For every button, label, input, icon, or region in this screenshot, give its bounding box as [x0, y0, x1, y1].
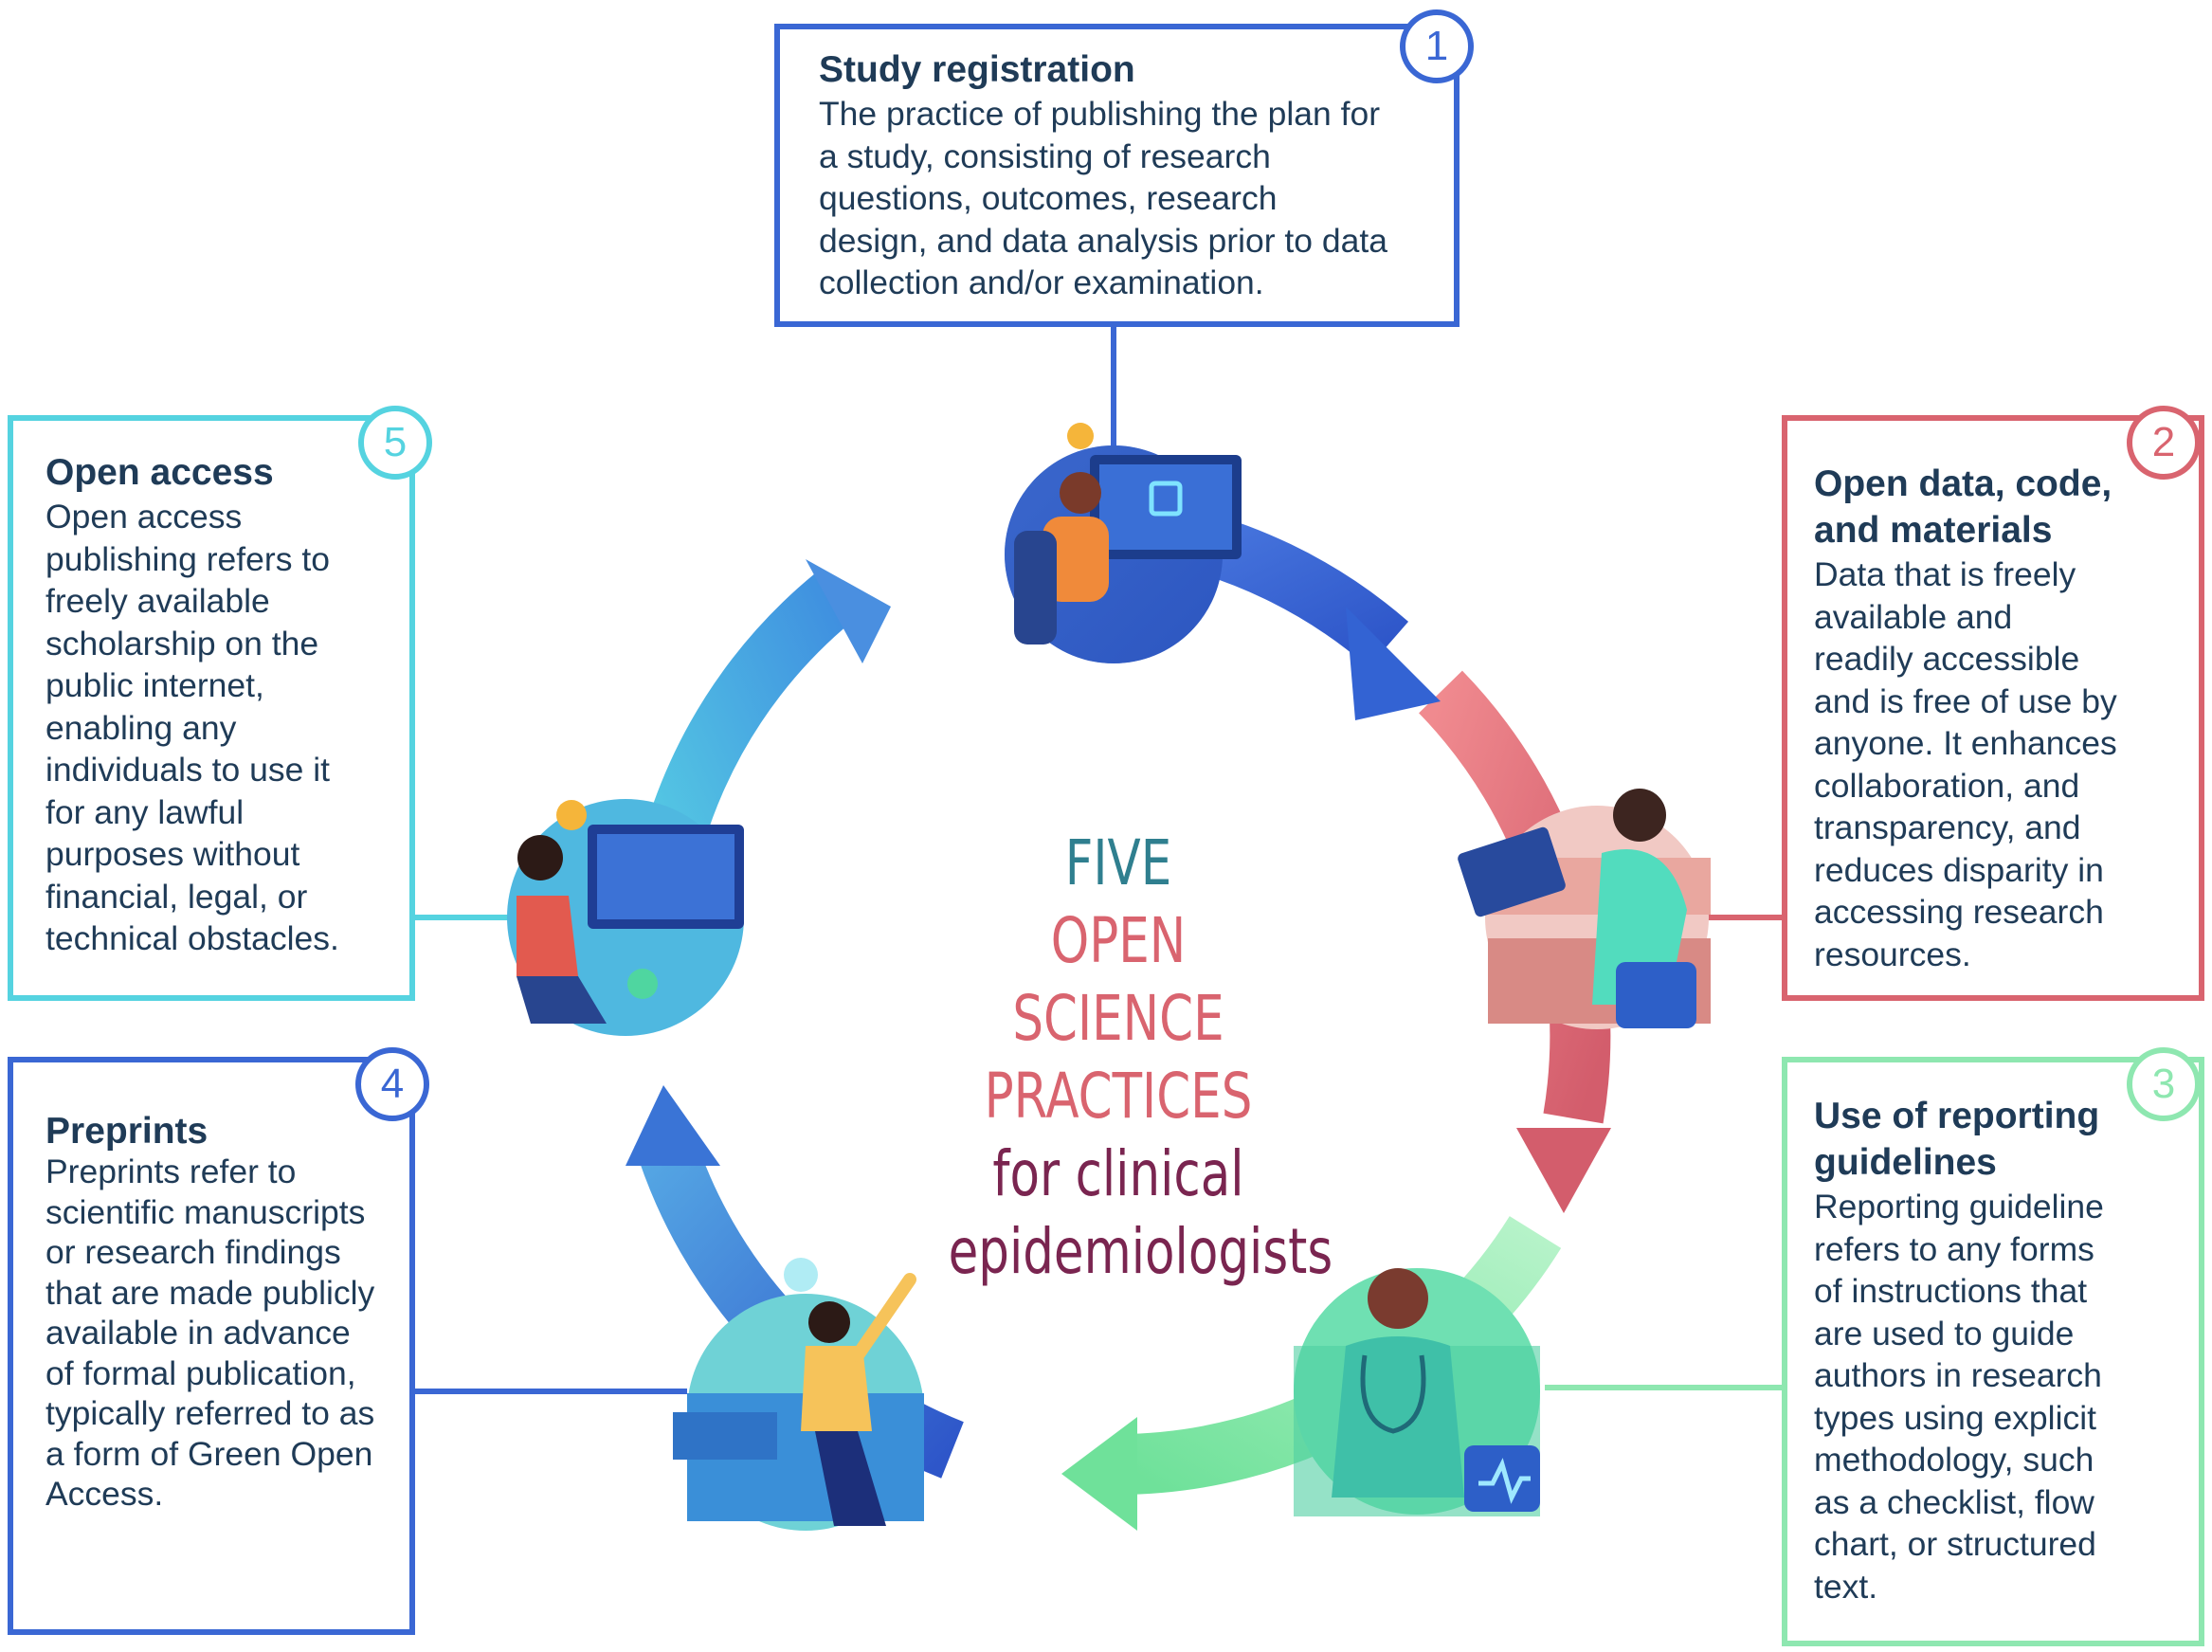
- arrowhead-3-to-4: [1061, 1417, 1137, 1531]
- practice-description-line: anyone. It enhances: [1814, 724, 2117, 762]
- practice-title-line: guidelines: [1814, 1142, 1997, 1183]
- practice-title: Study registration: [819, 49, 1135, 90]
- practice-title: Preprints: [45, 1111, 209, 1152]
- practice-description-line: chart, or structured: [1814, 1525, 2096, 1563]
- center-title-five: FIVE: [1064, 826, 1172, 899]
- practice-description-line: financial, legal, or: [45, 877, 308, 916]
- practice-number-badge: 5: [358, 406, 432, 480]
- practice-description-line: collection and/or examination.: [819, 263, 1264, 301]
- practice-description-line: The practice of publishing the plan for: [819, 95, 1381, 133]
- practice-description-line: are used to guide: [1814, 1314, 2075, 1352]
- practice-description-line: publishing refers to: [45, 539, 330, 578]
- practice-description-line: of instructions that: [1814, 1272, 2088, 1310]
- illustration-3-doctor: [1294, 1268, 1540, 1516]
- arrowhead-2-to-3: [1516, 1128, 1611, 1213]
- practice-description-line: Preprints refer to: [45, 1153, 297, 1190]
- practice-description-line: a study, consisting of research: [819, 136, 1271, 175]
- practice-number-badge: 2: [2127, 406, 2201, 480]
- center-title-for-clinical: for clinical: [992, 1137, 1244, 1210]
- practice-description-line: and is free of use by: [1814, 681, 2117, 720]
- practice-description-line: that are made publicly: [45, 1273, 375, 1312]
- practice-description-line: purposes without: [45, 835, 300, 873]
- practice-number-badge: 4: [355, 1047, 429, 1121]
- practice-description-line: design, and data analysis prior to data: [819, 221, 1387, 260]
- center-title-epidemiologists: epidemiologists: [948, 1215, 1333, 1288]
- practice-title-line: Open data, code,: [1814, 463, 2112, 504]
- practice-box-open-data: Open data, code, and materials Data that…: [1782, 415, 2204, 1001]
- practice-description-line: typically referred to as: [45, 1394, 375, 1432]
- practice-description-line: Reporting guideline: [1814, 1188, 2104, 1225]
- practice-description-line: Data that is freely: [1814, 555, 2076, 593]
- practice-number-badge: 1: [1400, 9, 1474, 83]
- practice-description-line: of formal publication,: [45, 1353, 356, 1392]
- practice-description-line: scholarship on the: [45, 624, 319, 663]
- practice-description-line: individuals to use it: [45, 751, 330, 789]
- practice-description-line: enabling any: [45, 708, 237, 747]
- practice-description-line: available and: [1814, 597, 2013, 636]
- practice-title-line: Use of reporting: [1814, 1096, 2100, 1136]
- practice-description-line: reduces disparity in: [1814, 850, 2104, 889]
- practice-description-line: for any lawful: [45, 792, 245, 831]
- practice-description-line: methodology, such: [1814, 1441, 2094, 1479]
- practice-description-line: text.: [1814, 1567, 1878, 1606]
- arrowhead-5-to-1: [806, 559, 891, 663]
- practice-description-line: Open access: [45, 498, 243, 536]
- practice-title: Open access: [45, 452, 274, 493]
- practice-box-reporting-guidelines: Use of reporting guidelines Reporting gu…: [1782, 1057, 2204, 1646]
- practice-description-line: public internet,: [45, 666, 264, 704]
- practice-description-line: a form of Green Open: [45, 1434, 373, 1473]
- practice-description-line: as a checklist, flow: [1814, 1482, 2094, 1521]
- practice-box-study-registration: Study registration The practice of publi…: [774, 24, 1460, 327]
- practice-description-line: technical obstacles.: [45, 919, 339, 957]
- practice-description-line: accessing research: [1814, 893, 2104, 931]
- arrowhead-1-to-2: [1346, 607, 1441, 720]
- practice-title-line: and materials: [1814, 510, 2053, 551]
- practice-box-preprints: Preprints Preprints refer to scientific …: [8, 1057, 415, 1635]
- practice-description-line: or research findings: [45, 1233, 341, 1271]
- arrowhead-4-to-5: [626, 1085, 720, 1166]
- illustration-1-researcher-at-computer: [1005, 423, 1242, 663]
- practice-description-line: Access.: [45, 1475, 164, 1513]
- center-title-open-science: OPEN SCIENCE: [1012, 904, 1224, 1055]
- practice-description-line: freely available: [45, 582, 270, 620]
- practice-number-badge: 3: [2127, 1047, 2201, 1121]
- practice-description-line: transparency, and: [1814, 808, 2081, 846]
- practice-description-line: available in advance: [45, 1314, 351, 1352]
- practice-description-line: readily accessible: [1814, 640, 2080, 678]
- practice-description-line: scientific manuscripts: [45, 1192, 366, 1231]
- practice-description-line: authors in research: [1814, 1356, 2102, 1394]
- center-title-practices: PRACTICES: [984, 1060, 1253, 1133]
- illustration-2-tablet-user: [1458, 789, 1711, 1029]
- practice-description-line: refers to any forms: [1814, 1229, 2094, 1268]
- practice-box-open-access: Open access Open access publishing refer…: [8, 415, 415, 1001]
- practice-description-line: questions, outcomes, research: [819, 179, 1278, 217]
- practice-description-line: resources.: [1814, 935, 1971, 973]
- practice-description-line: types using explicit: [1814, 1398, 2096, 1437]
- practice-description-line: collaboration, and: [1814, 766, 2080, 805]
- illustration-4-person-with-paper: [673, 1258, 924, 1531]
- illustration-5-person-at-screen: [507, 799, 744, 1036]
- center-title: FIVE OPEN SCIENCE PRACTICES for clinical…: [948, 825, 1333, 1291]
